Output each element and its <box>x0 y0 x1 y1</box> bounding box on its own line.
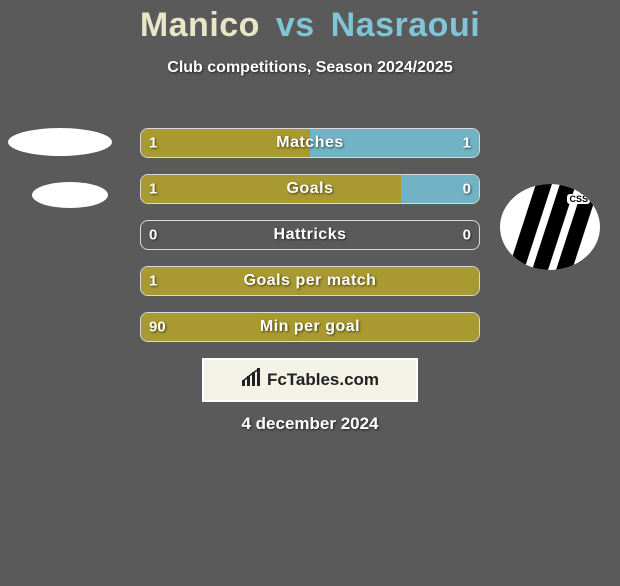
date-text: 4 december 2024 <box>0 414 620 434</box>
stat-label: Goals per match <box>244 272 377 290</box>
stat-label: Matches <box>276 134 344 152</box>
stat-value-left: 1 <box>149 273 157 290</box>
stat-value-right: 1 <box>463 135 471 152</box>
stat-value-left: 1 <box>149 181 157 198</box>
stat-value-right: 0 <box>463 181 471 198</box>
brand-text: FcTables.com <box>267 370 379 390</box>
stat-label: Min per goal <box>260 318 360 336</box>
chart-icon <box>241 368 263 393</box>
stat-row: 1 1 Matches <box>140 128 480 158</box>
brand-box: FcTables.com <box>202 358 418 402</box>
club2-badge-text: CSS <box>567 194 590 204</box>
stat-label: Goals <box>287 180 334 198</box>
stat-value-left: 1 <box>149 135 157 152</box>
stat-row: 1 Goals per match <box>140 266 480 296</box>
club2-badge: CSS <box>500 184 600 270</box>
stat-row: 0 0 Hattricks <box>140 220 480 250</box>
club1-logo-placeholder-2 <box>32 182 108 208</box>
club1-logo-placeholder <box>8 128 112 156</box>
subtitle: Club competitions, Season 2024/2025 <box>0 59 620 77</box>
vs-separator: vs <box>276 6 315 44</box>
stat-row: 90 Min per goal <box>140 312 480 342</box>
stat-bar-left <box>141 175 401 203</box>
page-title: Manico vs Nasraoui <box>0 6 620 45</box>
stat-value-left: 90 <box>149 319 166 336</box>
stat-label: Hattricks <box>274 226 347 244</box>
stat-value-left: 0 <box>149 227 157 244</box>
stat-value-right: 0 <box>463 227 471 244</box>
stats-container: 1 1 Matches 1 0 Goals 0 0 Hattricks 1 Goals per ma… <box>140 128 480 358</box>
stat-row: 1 0 Goals <box>140 174 480 204</box>
player2-name: Nasraoui <box>331 6 481 44</box>
player1-name: Manico <box>140 6 260 44</box>
